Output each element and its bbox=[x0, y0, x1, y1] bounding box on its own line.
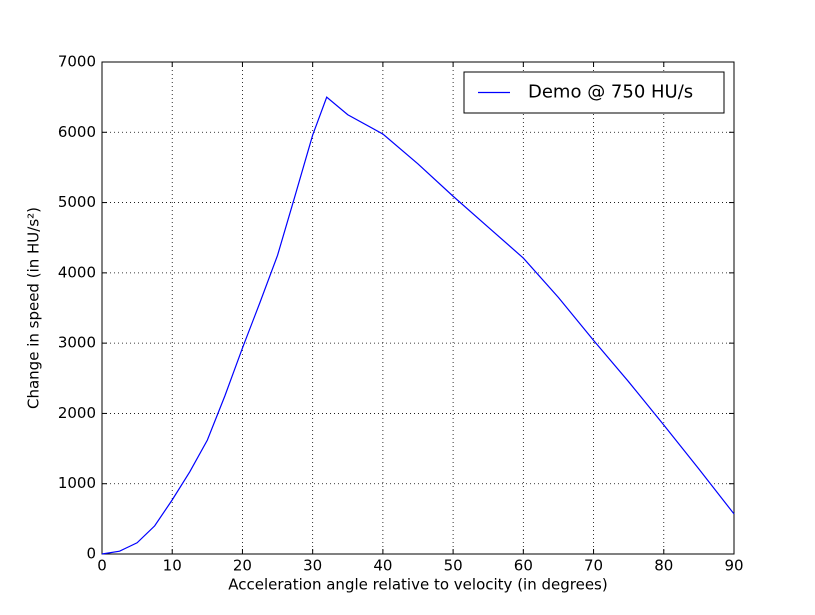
x-axis-label: Acceleration angle relative to velocity … bbox=[228, 576, 607, 594]
y-tick-label: 2000 bbox=[58, 404, 96, 422]
y-tick-label: 3000 bbox=[58, 334, 96, 352]
x-tick-label: 30 bbox=[303, 557, 322, 575]
y-tick-label: 5000 bbox=[58, 193, 96, 211]
plot-frame bbox=[101, 61, 735, 555]
line-series bbox=[101, 96, 735, 555]
x-tick-label: 40 bbox=[373, 557, 392, 575]
x-tick-label: 80 bbox=[654, 557, 673, 575]
y-tick-label: 0 bbox=[86, 545, 96, 563]
x-tick-label: 10 bbox=[163, 557, 182, 575]
legend-label: Demo @ 750 HU/s bbox=[528, 82, 693, 103]
y-tick-label: 1000 bbox=[58, 474, 96, 492]
y-tick-label: 7000 bbox=[58, 53, 96, 71]
y-tick-label: 6000 bbox=[58, 123, 96, 141]
x-tick-label: 50 bbox=[444, 557, 463, 575]
x-tick-label: 90 bbox=[724, 557, 743, 575]
x-tick-label: 70 bbox=[584, 557, 603, 575]
x-tick-label: 60 bbox=[514, 557, 533, 575]
y-tick-label: 4000 bbox=[58, 263, 96, 281]
x-tick-label: 0 bbox=[97, 557, 107, 575]
x-tick-label: 20 bbox=[233, 557, 252, 575]
y-axis-label: Change in speed (in HU/s²) bbox=[25, 207, 43, 409]
